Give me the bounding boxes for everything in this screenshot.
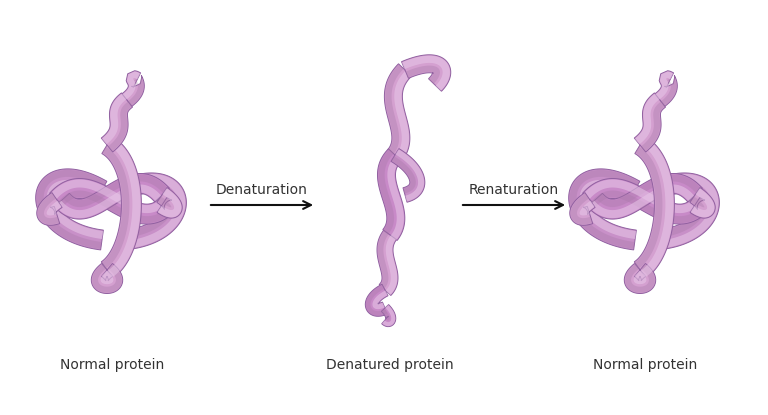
Polygon shape xyxy=(50,178,174,224)
Polygon shape xyxy=(382,305,396,326)
Polygon shape xyxy=(634,271,647,284)
Polygon shape xyxy=(386,64,404,154)
Polygon shape xyxy=(64,175,169,207)
Polygon shape xyxy=(597,175,702,207)
Polygon shape xyxy=(118,173,187,250)
Polygon shape xyxy=(47,180,103,239)
Polygon shape xyxy=(580,201,594,215)
Polygon shape xyxy=(641,137,674,277)
Polygon shape xyxy=(122,71,144,106)
Polygon shape xyxy=(91,264,123,293)
Polygon shape xyxy=(108,101,132,151)
Polygon shape xyxy=(101,271,114,284)
Polygon shape xyxy=(571,193,592,225)
Polygon shape xyxy=(92,264,122,293)
Polygon shape xyxy=(58,190,174,223)
Polygon shape xyxy=(377,230,398,295)
Polygon shape xyxy=(690,196,705,209)
Polygon shape xyxy=(402,55,451,91)
Polygon shape xyxy=(378,149,405,240)
Polygon shape xyxy=(101,137,141,278)
Polygon shape xyxy=(123,71,141,99)
Polygon shape xyxy=(591,190,707,223)
Text: Denaturation: Denaturation xyxy=(216,183,308,197)
Polygon shape xyxy=(391,149,425,202)
Polygon shape xyxy=(102,147,130,269)
Polygon shape xyxy=(570,193,595,225)
Polygon shape xyxy=(51,180,167,213)
Polygon shape xyxy=(656,71,674,99)
Polygon shape xyxy=(651,174,718,249)
Polygon shape xyxy=(392,156,415,193)
Polygon shape xyxy=(584,180,700,213)
Polygon shape xyxy=(641,101,665,151)
Polygon shape xyxy=(655,71,677,106)
Text: Normal protein: Normal protein xyxy=(60,358,164,372)
Polygon shape xyxy=(588,185,694,218)
Polygon shape xyxy=(624,264,656,293)
Polygon shape xyxy=(394,71,411,160)
Polygon shape xyxy=(372,290,388,309)
Polygon shape xyxy=(580,180,636,239)
Polygon shape xyxy=(570,170,640,249)
Polygon shape xyxy=(583,178,707,224)
Polygon shape xyxy=(386,235,397,295)
Polygon shape xyxy=(157,196,172,209)
Polygon shape xyxy=(382,309,390,321)
Text: Denatured protein: Denatured protein xyxy=(326,358,454,372)
Polygon shape xyxy=(379,149,394,234)
Polygon shape xyxy=(108,137,141,277)
Polygon shape xyxy=(396,149,424,202)
Polygon shape xyxy=(55,173,170,219)
Text: Renaturation: Renaturation xyxy=(469,183,559,197)
Polygon shape xyxy=(635,94,660,144)
Polygon shape xyxy=(588,173,703,219)
Polygon shape xyxy=(102,94,127,144)
Polygon shape xyxy=(635,147,663,269)
Polygon shape xyxy=(661,76,677,106)
Polygon shape xyxy=(121,185,174,238)
Polygon shape xyxy=(568,169,640,250)
Polygon shape xyxy=(690,188,715,218)
Polygon shape xyxy=(634,93,666,152)
Polygon shape xyxy=(402,56,450,90)
Polygon shape xyxy=(101,93,133,152)
Polygon shape xyxy=(37,170,107,249)
Polygon shape xyxy=(37,193,62,225)
Polygon shape xyxy=(366,285,387,316)
Polygon shape xyxy=(690,188,714,217)
Polygon shape xyxy=(157,188,181,217)
Polygon shape xyxy=(625,264,655,293)
Polygon shape xyxy=(366,284,388,316)
Polygon shape xyxy=(651,173,720,250)
Polygon shape xyxy=(654,185,707,238)
Polygon shape xyxy=(634,137,674,278)
Polygon shape xyxy=(38,193,59,225)
Polygon shape xyxy=(385,64,412,161)
Polygon shape xyxy=(157,188,182,218)
Polygon shape xyxy=(128,76,144,106)
Polygon shape xyxy=(47,201,61,215)
Polygon shape xyxy=(406,66,440,84)
Polygon shape xyxy=(118,174,185,249)
Polygon shape xyxy=(378,231,389,289)
Polygon shape xyxy=(382,305,396,327)
Text: Normal protein: Normal protein xyxy=(593,358,697,372)
Polygon shape xyxy=(387,156,404,240)
Polygon shape xyxy=(35,169,107,250)
Polygon shape xyxy=(55,185,161,218)
